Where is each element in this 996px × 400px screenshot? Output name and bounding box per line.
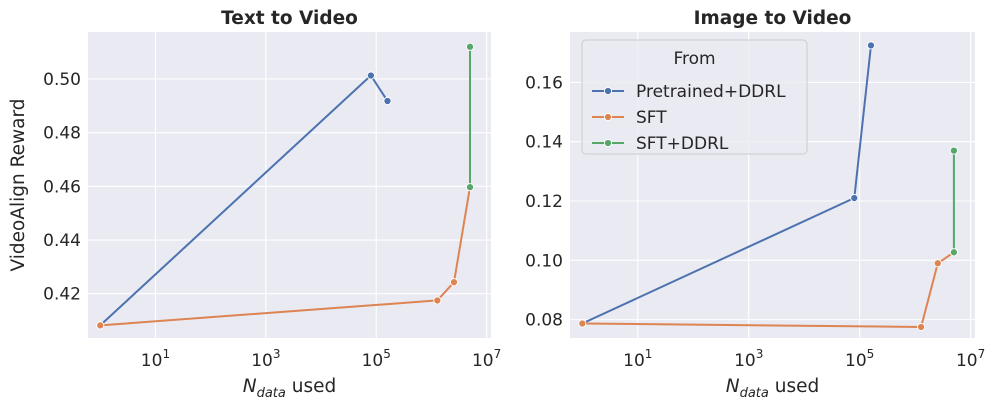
legend-marker-pretrained-ddrl xyxy=(603,86,613,96)
legend: From Pretrained+DDRL SFT SFT+DDRL xyxy=(581,39,808,155)
x-tick-exponent: 5 xyxy=(867,347,875,361)
x-tick-exponent: 3 xyxy=(273,347,281,361)
x-tick-label: 101 xyxy=(623,347,652,371)
x-axis-label-text: used xyxy=(286,376,336,397)
x-tick-base: 10 xyxy=(734,351,756,371)
y-tick-label: 0.48 xyxy=(43,124,81,144)
y-tick-label: 0.14 xyxy=(525,133,563,153)
legend-label-sft: SFT xyxy=(636,108,667,128)
x-tick-base: 10 xyxy=(956,351,978,371)
series-line-sft xyxy=(582,251,955,328)
x-tick-exponent: 3 xyxy=(756,347,764,361)
data-point-sft xyxy=(96,321,105,330)
data-point-pretrained-ddrl xyxy=(850,193,859,203)
legend-marker-sft xyxy=(603,112,613,122)
legend-title: From xyxy=(673,49,715,69)
x-axis-label-symbol: N xyxy=(243,376,257,397)
y-tick-label: 0.42 xyxy=(43,285,81,305)
y-tick-label: 0.46 xyxy=(43,177,81,197)
x-tick-label: 103 xyxy=(734,347,763,371)
chart-title: Text to Video xyxy=(221,8,358,29)
y-tick-label: 0.10 xyxy=(525,251,563,271)
x-tick-label: 107 xyxy=(472,347,501,371)
data-point-sft xyxy=(578,319,587,328)
x-tick-base: 10 xyxy=(472,351,494,371)
data-point-sft xyxy=(933,259,942,268)
data-point-pretrained-ddrl xyxy=(383,96,392,106)
y-tick-label: 0.08 xyxy=(525,311,563,331)
series-line-sft xyxy=(100,186,471,327)
data-point-pretrained-ddrl xyxy=(866,41,876,50)
x-tick-exponent: 7 xyxy=(494,347,502,361)
x-tick-base: 10 xyxy=(845,351,867,371)
data-point-sft xyxy=(917,322,926,332)
x-tick-base: 10 xyxy=(623,351,645,371)
data-point-sft-ddrl xyxy=(949,248,958,257)
y-tick-label: 0.50 xyxy=(43,70,81,90)
x-tick-exponent: 1 xyxy=(645,347,653,361)
x-tick-exponent: 5 xyxy=(383,347,391,361)
legend-frame xyxy=(581,39,808,155)
x-tick-label: 105 xyxy=(845,347,874,371)
data-point-pretrained-ddrl xyxy=(366,71,375,80)
y-tick-label: 0.16 xyxy=(525,73,563,93)
x-axis-label-subscript: data xyxy=(257,386,286,400)
data-point-sft-ddrl xyxy=(465,42,475,51)
legend-label-pretrained-ddrl: Pretrained+DDRL xyxy=(636,82,786,102)
chart-title: Image to Video xyxy=(694,8,852,29)
data-point-sft xyxy=(449,278,459,287)
plot-area xyxy=(88,32,491,338)
y-tick-label: 0.44 xyxy=(43,231,81,251)
x-tick-base: 10 xyxy=(141,351,163,371)
x-tick-label: 107 xyxy=(956,347,985,371)
y-tick-label: 0.12 xyxy=(525,192,563,212)
x-tick-label: 103 xyxy=(251,347,280,371)
data-point-sft xyxy=(433,296,442,305)
x-axis-label: Ndata used xyxy=(243,376,337,400)
x-tick-base: 10 xyxy=(362,351,384,371)
legend-label-sft-ddrl: SFT+DDRL xyxy=(636,134,729,154)
data-point-sft-ddrl xyxy=(949,146,958,155)
x-axis-label: Ndata used xyxy=(726,376,820,400)
legend-marker-sft-ddrl xyxy=(603,138,613,148)
x-tick-base: 10 xyxy=(251,351,273,371)
x-axis-label-text: used xyxy=(769,376,819,397)
x-tick-exponent: 7 xyxy=(978,347,986,361)
x-tick-label: 105 xyxy=(362,347,391,371)
x-tick-label: 101 xyxy=(141,347,170,371)
y-axis-label: VideoAlign Reward xyxy=(8,98,29,271)
data-point-sft-ddrl xyxy=(465,183,475,192)
x-axis-label-subscript: data xyxy=(740,386,769,400)
x-axis-label-symbol: N xyxy=(726,376,740,397)
x-tick-exponent: 1 xyxy=(162,347,170,361)
